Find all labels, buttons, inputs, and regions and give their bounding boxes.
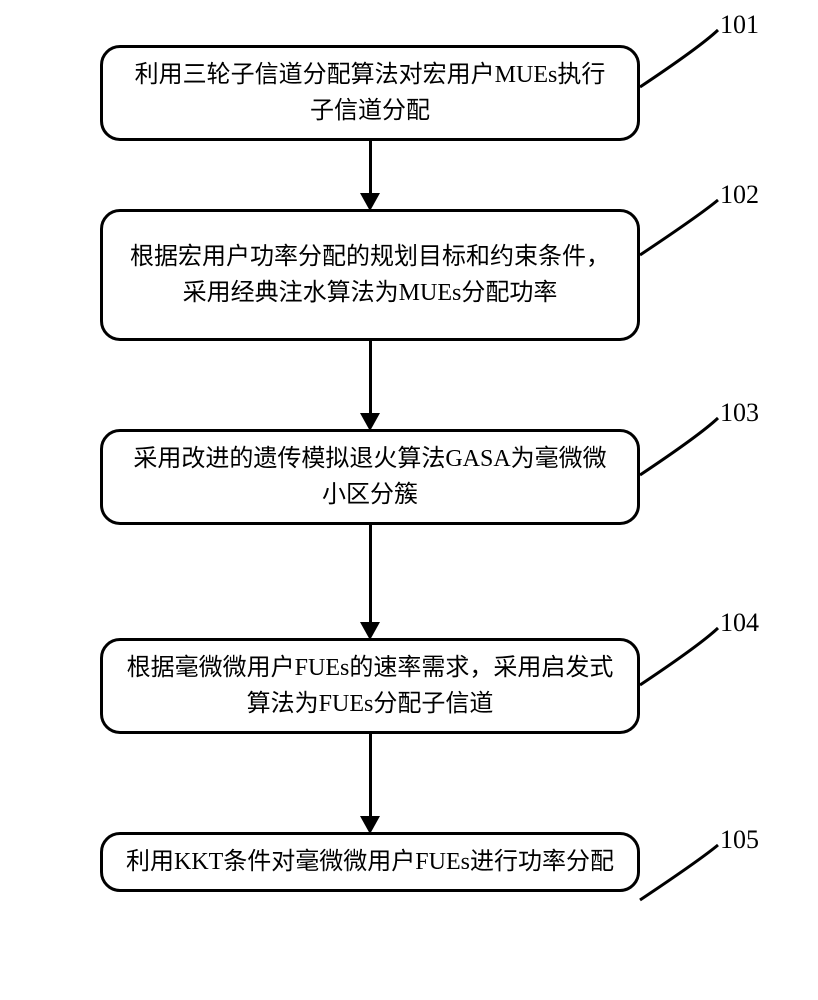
step-label: 104 — [720, 608, 759, 638]
flow-arrow — [100, 734, 640, 832]
step-label: 105 — [720, 825, 759, 855]
step-label: 102 — [720, 180, 759, 210]
node-text: 根据毫微微用户FUEs的速率需求，采用启发式算法为FUEs分配子信道 — [123, 650, 617, 722]
flowchart-node: 利用三轮子信道分配算法对宏用户MUEs执行子信道分配 — [100, 45, 640, 141]
flowchart-node: 采用改进的遗传模拟退火算法GASA为毫微微小区分簇 — [100, 429, 640, 525]
flow-arrow — [100, 341, 640, 429]
step-label: 101 — [720, 10, 759, 40]
flowchart-node: 根据宏用户功率分配的规划目标和约束条件，采用经典注水算法为MUEs分配功率 — [100, 209, 640, 341]
node-text: 利用KKT条件对毫微微用户FUEs进行功率分配 — [126, 844, 614, 880]
node-text: 利用三轮子信道分配算法对宏用户MUEs执行子信道分配 — [123, 57, 617, 129]
flow-arrow — [100, 141, 640, 209]
step-label: 103 — [720, 398, 759, 428]
node-text: 根据宏用户功率分配的规划目标和约束条件，采用经典注水算法为MUEs分配功率 — [123, 239, 617, 311]
flowchart-node: 根据毫微微用户FUEs的速率需求，采用启发式算法为FUEs分配子信道 — [100, 638, 640, 734]
flow-arrow — [100, 525, 640, 638]
flowchart-node: 利用KKT条件对毫微微用户FUEs进行功率分配 — [100, 832, 640, 892]
flowchart-container: 利用三轮子信道分配算法对宏用户MUEs执行子信道分配 根据宏用户功率分配的规划目… — [60, 45, 700, 892]
node-text: 采用改进的遗传模拟退火算法GASA为毫微微小区分簇 — [123, 441, 617, 513]
